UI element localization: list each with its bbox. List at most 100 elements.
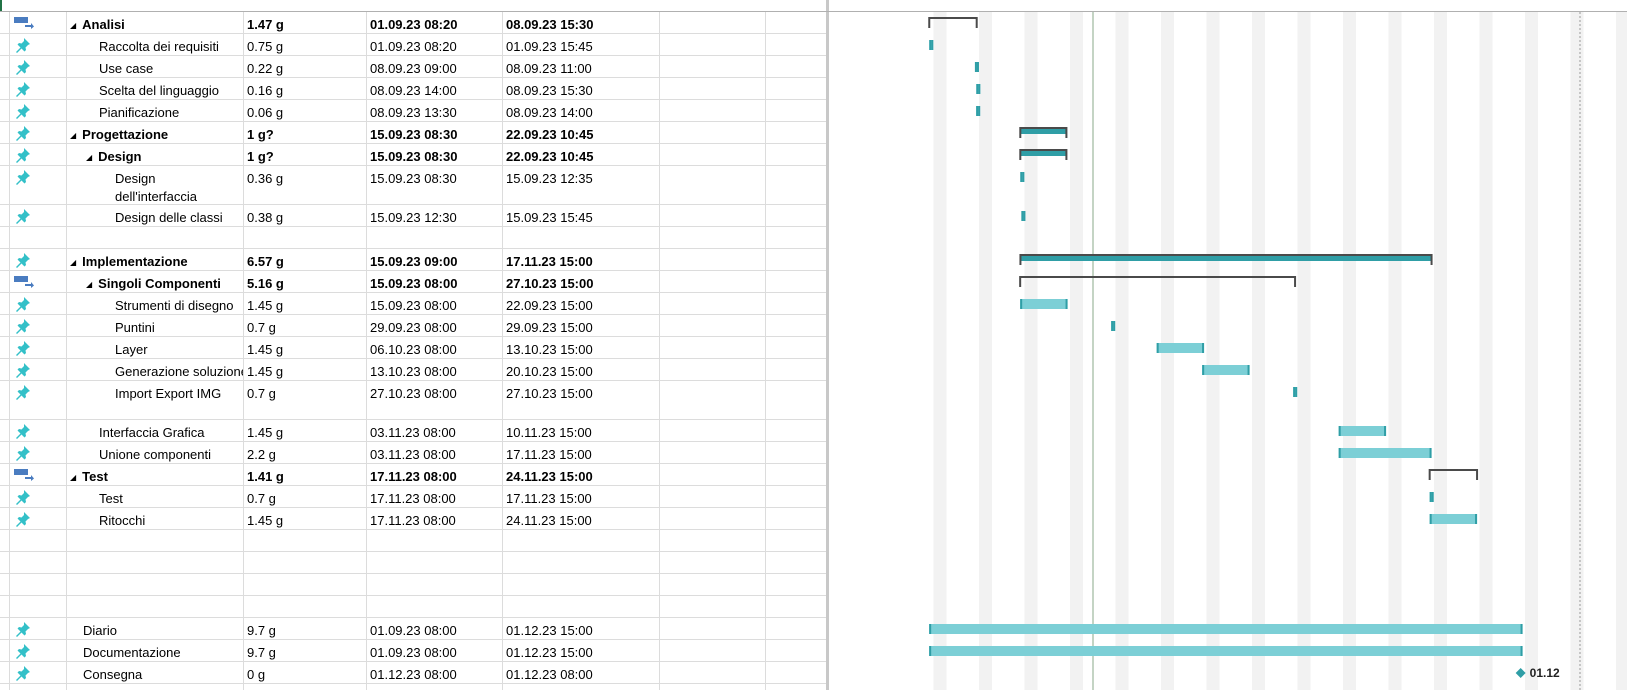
indicator-cell[interactable]	[10, 381, 67, 419]
task-row[interactable]	[0, 596, 826, 618]
task-name-cell[interactable]: ◢ Analisi	[67, 12, 244, 33]
row-header-cell[interactable]	[0, 530, 10, 551]
task-row[interactable]: Pianificazione 0.06 g 08.09.23 13:30 08.09.…	[0, 100, 826, 122]
start-cell[interactable]: 01.12.23 08:00	[367, 662, 503, 683]
start-cell[interactable]: 01.09.23 08:00	[367, 640, 503, 661]
task-name-cell[interactable]: Design dell'interfaccia	[67, 166, 244, 204]
predecessors-cell[interactable]	[660, 596, 766, 617]
finish-cell[interactable]: 17.11.23 15:00	[503, 442, 660, 463]
duration-cell[interactable]: 1 g?	[244, 144, 367, 165]
task-row[interactable]: Documentazione 9.7 g 01.09.23 08:00 01.12.2…	[0, 640, 826, 662]
task-row[interactable]: Design dell'interfaccia 0.36 g 15.09.23 08…	[0, 166, 826, 205]
start-cell[interactable]: 15.09.23 09:00	[367, 249, 503, 270]
add-column-cell[interactable]	[766, 596, 826, 617]
predecessors-cell[interactable]	[660, 442, 766, 463]
indicator-cell[interactable]	[10, 618, 67, 639]
row-header-cell[interactable]	[0, 574, 10, 595]
task-name-cell[interactable]: Import Export IMG	[67, 381, 244, 419]
collapse-icon[interactable]: ◢	[70, 258, 77, 267]
indicator-cell[interactable]	[10, 442, 67, 463]
finish-cell[interactable]: 13.10.23 15:00	[503, 337, 660, 358]
empty-row[interactable]	[0, 684, 826, 690]
finish-cell[interactable]: 15.09.23 15:45	[503, 205, 660, 226]
duration-cell[interactable]: 0 g	[244, 662, 367, 683]
add-column-cell[interactable]	[766, 508, 826, 529]
row-header-cell[interactable]	[0, 122, 10, 143]
duration-cell[interactable]	[244, 227, 367, 248]
finish-cell[interactable]: 15.09.23 12:35	[503, 166, 660, 204]
row-header-cell[interactable]	[0, 293, 10, 314]
add-column-cell[interactable]	[766, 144, 826, 165]
task-name-cell[interactable]: Ritocchi	[67, 508, 244, 529]
start-cell[interactable]: 03.11.23 08:00	[367, 420, 503, 441]
indicator-cell[interactable]	[10, 552, 67, 573]
indicator-cell[interactable]	[10, 293, 67, 314]
finish-cell[interactable]: 29.09.23 15:00	[503, 315, 660, 336]
empty-cell[interactable]	[67, 684, 244, 690]
duration-cell[interactable]	[244, 574, 367, 595]
finish-cell[interactable]: 01.12.23 15:00	[503, 640, 660, 661]
task-name-cell[interactable]: Layer	[67, 337, 244, 358]
indicator-cell[interactable]	[10, 122, 67, 143]
indicator-cell[interactable]	[10, 337, 67, 358]
finish-cell[interactable]	[503, 227, 660, 248]
finish-cell[interactable]: 20.10.23 15:00	[503, 359, 660, 380]
task-name-cell[interactable]	[67, 530, 244, 551]
duration-cell[interactable]: 1.45 g	[244, 420, 367, 441]
row-header-cell[interactable]	[0, 442, 10, 463]
indicator-cell[interactable]	[10, 464, 67, 485]
indicator-cell[interactable]	[10, 34, 67, 55]
duration-cell[interactable]: 1.45 g	[244, 337, 367, 358]
row-header-cell[interactable]	[0, 315, 10, 336]
row-header-cell[interactable]	[0, 56, 10, 77]
duration-cell[interactable]: 0.06 g	[244, 100, 367, 121]
task-name-cell[interactable]: Interfaccia Grafica	[67, 420, 244, 441]
finish-cell[interactable]: 17.11.23 15:00	[503, 249, 660, 270]
row-header-cell[interactable]	[0, 596, 10, 617]
indicator-cell[interactable]	[10, 530, 67, 551]
row-header-cell[interactable]	[0, 12, 10, 33]
start-cell[interactable]: 17.11.23 08:00	[367, 486, 503, 507]
empty-cell[interactable]	[10, 684, 67, 690]
row-header-cell[interactable]	[0, 249, 10, 270]
add-column-cell[interactable]	[766, 78, 826, 99]
indicator-cell[interactable]	[10, 640, 67, 661]
row-header-cell[interactable]	[0, 166, 10, 204]
add-column-cell[interactable]	[766, 227, 826, 248]
task-row[interactable]: ◢ Test 1.41 g 17.11.23 08:00 24.11.23 15:00	[0, 464, 826, 486]
collapse-icon[interactable]: ◢	[70, 21, 77, 30]
gantt-chart[interactable]: 01.12	[829, 0, 1627, 690]
finish-cell[interactable]	[503, 552, 660, 573]
duration-cell[interactable]: 0.7 g	[244, 486, 367, 507]
predecessors-cell[interactable]	[660, 574, 766, 595]
predecessors-cell[interactable]	[660, 337, 766, 358]
task-name-cell[interactable]: Documentazione	[67, 640, 244, 661]
add-column-cell[interactable]	[766, 205, 826, 226]
predecessors-cell[interactable]	[660, 486, 766, 507]
task-row[interactable]	[0, 552, 826, 574]
task-row[interactable]: Puntini 0.7 g 29.09.23 08:00 29.09.23 15:00	[0, 315, 826, 337]
task-name-cell[interactable]: Diario	[67, 618, 244, 639]
task-name-cell[interactable]: Design delle classi	[67, 205, 244, 226]
duration-cell[interactable]: 0.75 g	[244, 34, 367, 55]
row-header-cell[interactable]	[0, 205, 10, 226]
duration-cell[interactable]: 0.36 g	[244, 166, 367, 204]
start-cell[interactable]	[367, 596, 503, 617]
start-cell[interactable]: 29.09.23 08:00	[367, 315, 503, 336]
task-row[interactable]: Use case 0.22 g 08.09.23 09:00 08.09.23 11:…	[0, 56, 826, 78]
start-cell[interactable]: 13.10.23 08:00	[367, 359, 503, 380]
start-cell[interactable]: 06.10.23 08:00	[367, 337, 503, 358]
duration-cell[interactable]: 0.38 g	[244, 205, 367, 226]
row-header-cell[interactable]	[0, 464, 10, 485]
finish-cell[interactable]: 24.11.23 15:00	[503, 508, 660, 529]
empty-cell[interactable]	[367, 684, 503, 690]
predecessors-cell[interactable]	[660, 205, 766, 226]
add-column-cell[interactable]	[766, 122, 826, 143]
row-header-cell[interactable]	[0, 552, 10, 573]
duration-cell[interactable]: 0.7 g	[244, 315, 367, 336]
duration-cell[interactable]	[244, 530, 367, 551]
predecessors-cell[interactable]	[660, 464, 766, 485]
row-header-cell[interactable]	[0, 618, 10, 639]
start-cell[interactable]: 01.09.23 08:20	[367, 12, 503, 33]
indicator-cell[interactable]	[10, 662, 67, 683]
